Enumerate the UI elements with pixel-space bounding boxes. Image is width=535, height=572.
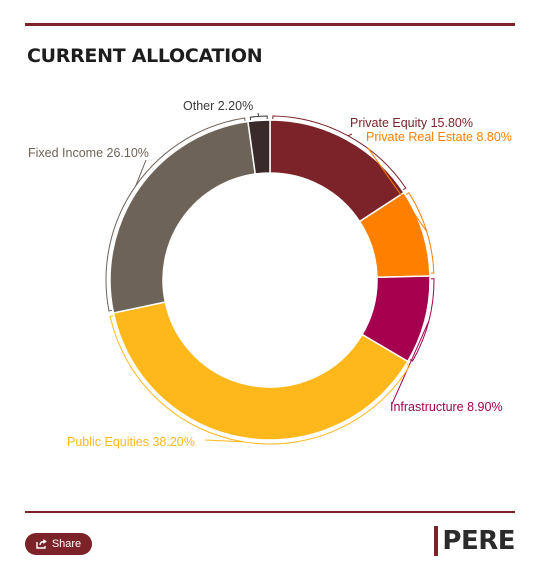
- label-other: Other 2.20%: [183, 99, 253, 113]
- slice-public-equities[interactable]: [112, 301, 409, 441]
- bottom-divider: [25, 511, 515, 513]
- brand-bar: [434, 526, 439, 556]
- leader-private-equity: [347, 133, 353, 137]
- leader-public-equities: [204, 439, 244, 443]
- leader-fixed-income: [135, 159, 147, 186]
- label-private-real-estate: Private Real Estate 8.80%: [366, 130, 512, 144]
- bracket-public-equities: [109, 315, 411, 445]
- label-private-equity: Private Equity 15.80%: [350, 116, 473, 130]
- share-icon: [36, 539, 47, 549]
- label-public-equities: Public Equities 38.20%: [67, 435, 195, 449]
- share-button[interactable]: Share: [25, 533, 92, 555]
- leader-private-real-estate: [367, 147, 428, 232]
- chart-title: CURRENT ALLOCATION: [27, 45, 263, 67]
- bracket-private-real-estate: [406, 192, 435, 274]
- bracket-fixed-income: [105, 117, 246, 312]
- share-label: Share: [51, 538, 82, 550]
- slice-other[interactable]: [247, 119, 271, 175]
- brand-text: PERE: [442, 526, 515, 556]
- leader-infrastructure: [391, 321, 430, 405]
- top-divider: [25, 23, 515, 26]
- brand-logo: PERE: [434, 526, 515, 556]
- bracket-private-equity: [272, 115, 407, 191]
- leader-other: [257, 112, 260, 117]
- bracket-other: [249, 115, 268, 121]
- label-infrastructure: Infrastructure 8.90%: [390, 400, 503, 414]
- allocation-donut-chart: Private Equity 15.80%Private Real Estate…: [28, 99, 512, 449]
- label-fixed-income: Fixed Income 26.10%: [28, 146, 149, 160]
